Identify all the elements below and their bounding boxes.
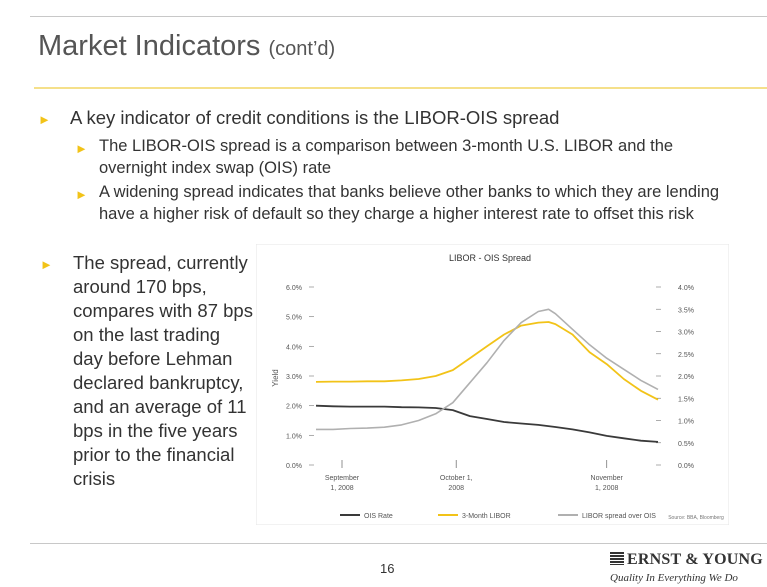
legend-label: 3-Month LIBOR [462,513,511,520]
bullet-main-1: A key indicator of credit conditions is … [70,107,560,128]
right-tick-label: 0.5% [678,441,694,448]
legend-label: LIBOR spread over OIS [582,513,656,520]
series-line-ois-rate [315,404,659,443]
x-tick-label: November [591,475,624,482]
bullet-arrow-icon: ► [38,112,51,127]
right-tick-label: 3.5% [678,307,694,314]
right-tick-label: 1.5% [678,396,694,403]
bullet-main-2: The spread, currently around 170 bps, co… [73,252,253,489]
chart-title: LIBOR - OIS Spread [449,253,531,263]
left-tick-label: 4.0% [286,344,302,351]
left-tick-label: 3.0% [286,374,302,381]
right-tick-label: 2.0% [678,374,694,381]
right-tick-label: 4.0% [678,285,694,292]
logo-name: ERNST & YOUNG [610,551,763,569]
chart-frame [256,244,729,525]
top-rule [30,16,767,17]
series-line-3-month-libor [315,321,659,401]
libor-ois-chart: LIBOR - OIS Spread Yield 0.0% 1.0% 2.0% 3.0… [256,244,729,525]
page-number: 16 [380,561,395,576]
title-suffix: (cont’d) [268,38,336,60]
company-logo: ERNST & YOUNG Quality In Everything We D… [610,551,763,584]
series-line-libor-spread-over-ois [316,308,659,431]
left-tick-label: 1.0% [286,433,302,440]
title-underline [34,87,767,89]
x-tick-label: September [325,475,360,482]
footer-rule [30,543,767,544]
company-tagline: Quality In Everything We Do [610,572,738,584]
sub-bullet-1: The LIBOR-OIS spread is a comparison bet… [99,137,674,177]
chart-ylabel: Yield [271,369,280,387]
ey-logo-icon [610,552,624,565]
page-title: Market Indicators (cont’d) [38,30,335,63]
bullet-arrow-icon: ► [40,257,53,272]
x-tick-label: 2008 [448,485,464,492]
right-tick-label: 0.0% [678,463,694,470]
company-name: ERNST & YOUNG [627,551,763,568]
x-tick-label: 1, 2008 [595,485,618,492]
chart-source: Source: BBA, Bloomberg [668,515,724,521]
x-tick-label: October 1, [440,475,473,482]
left-tick-label: 0.0% [286,463,302,470]
sub-bullet-arrow-icon: ► [75,141,88,156]
legend-label: OIS Rate [364,513,393,520]
left-tick-label: 6.0% [286,285,302,292]
sub-bullet-2: A widening spread indicates that banks b… [99,183,720,223]
sub-bullet-arrow-icon: ► [75,187,88,202]
right-tick-label: 1.0% [678,419,694,426]
right-tick-label: 2.5% [678,352,694,359]
left-tick-label: 5.0% [286,315,302,322]
left-tick-label: 2.0% [286,404,302,411]
title-text: Market Indicators [38,30,261,62]
right-tick-label: 3.0% [678,330,694,337]
x-tick-label: 1, 2008 [330,485,353,492]
